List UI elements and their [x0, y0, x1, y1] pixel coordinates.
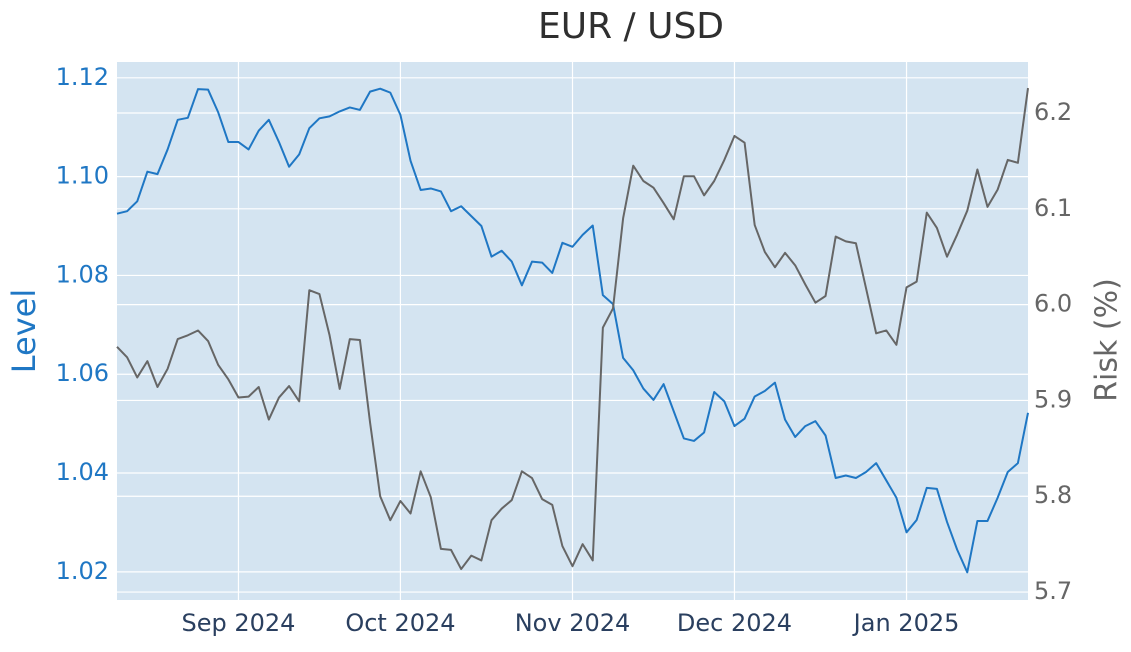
x-tick-label: Sep 2024 — [181, 609, 295, 637]
line — [116, 87, 1029, 571]
y2-tick-label: 6.0 — [1034, 290, 1072, 318]
y-tick-label: 1.02 — [56, 557, 109, 585]
y2-tick-label: 6.1 — [1034, 194, 1072, 222]
x-tick-label: Nov 2024 — [515, 609, 631, 637]
x-tick-label: Jan 2025 — [852, 609, 960, 637]
line — [116, 87, 1029, 574]
y2-tick-label: 5.7 — [1034, 577, 1072, 605]
chart-title: EUR / USD — [538, 6, 724, 47]
y-tick-label: 1.08 — [56, 260, 109, 288]
y-axis-label: Level — [5, 289, 43, 373]
y2-tick-label: 6.2 — [1034, 98, 1072, 126]
y2-tick-label: 5.8 — [1034, 481, 1072, 509]
x-tick-label: Dec 2024 — [677, 609, 792, 637]
x-tick-label: Oct 2024 — [345, 609, 455, 637]
y-tick-label: 1.12 — [56, 63, 109, 91]
y2-axis-label: Risk (%) — [1090, 278, 1125, 402]
y-tick-label: 1.04 — [56, 458, 109, 486]
y-tick-label: 1.10 — [56, 162, 109, 190]
y-tick-label: 1.06 — [56, 359, 109, 387]
y2-tick-label: 5.9 — [1034, 385, 1072, 413]
